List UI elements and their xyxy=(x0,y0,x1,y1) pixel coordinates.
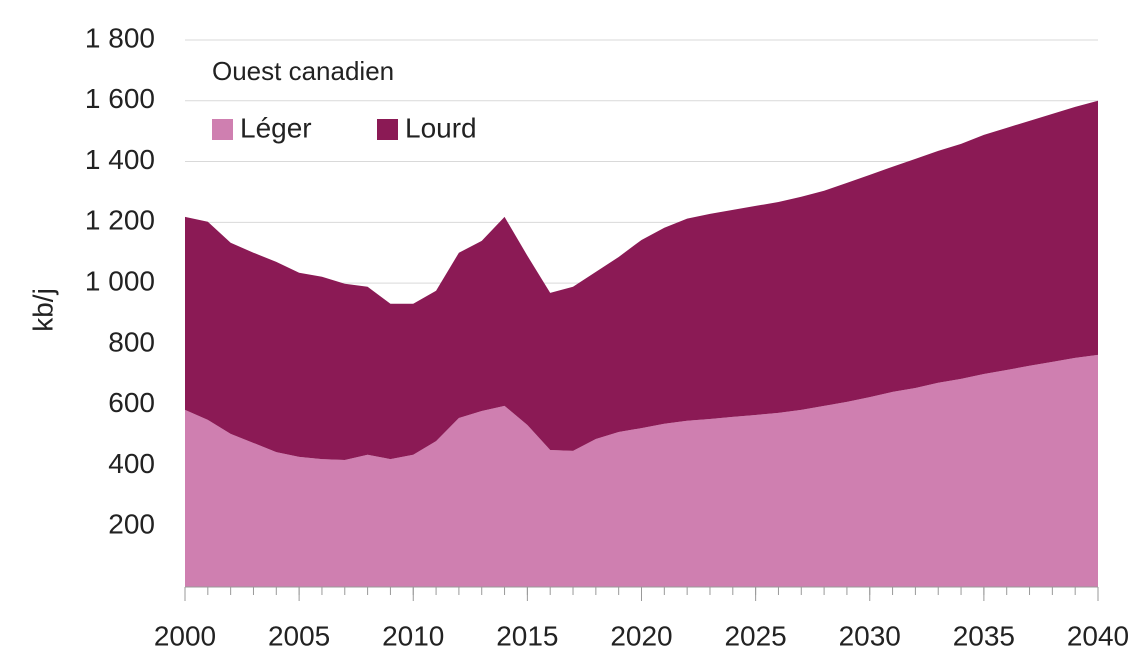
y-tick-label: 1 600 xyxy=(85,83,155,114)
y-tick-label: 1 400 xyxy=(85,144,155,175)
x-tick-label: 2035 xyxy=(953,620,1015,651)
legend-label: Léger xyxy=(240,112,312,143)
area xyxy=(185,100,1098,460)
legend-label: Lourd xyxy=(405,112,477,143)
y-tick-label: 600 xyxy=(108,387,155,418)
legend-swatch xyxy=(212,119,233,140)
y-tick-label: 1 000 xyxy=(85,266,155,297)
x-tick-label: 2010 xyxy=(382,620,444,651)
y-axis-label: kb/j xyxy=(27,288,58,332)
y-tick-label: 1 200 xyxy=(85,205,155,236)
x-tick-label: 2025 xyxy=(724,620,786,651)
area xyxy=(185,354,1098,587)
x-tick-label: 2015 xyxy=(496,620,558,651)
x-tick-label: 2030 xyxy=(839,620,901,651)
x-tick-label: 2005 xyxy=(268,620,330,651)
y-tick-label: 200 xyxy=(108,509,155,540)
x-tick-label: 2020 xyxy=(610,620,672,651)
y-tick-label: 1 800 xyxy=(85,22,155,53)
legend-title: Ouest canadien xyxy=(212,56,394,86)
legend-swatch xyxy=(377,119,398,140)
x-tick-label: 2000 xyxy=(154,620,216,651)
y-tick-label: 400 xyxy=(108,448,155,479)
y-tick-label: 800 xyxy=(108,326,155,357)
x-tick-label: 2040 xyxy=(1067,620,1129,651)
